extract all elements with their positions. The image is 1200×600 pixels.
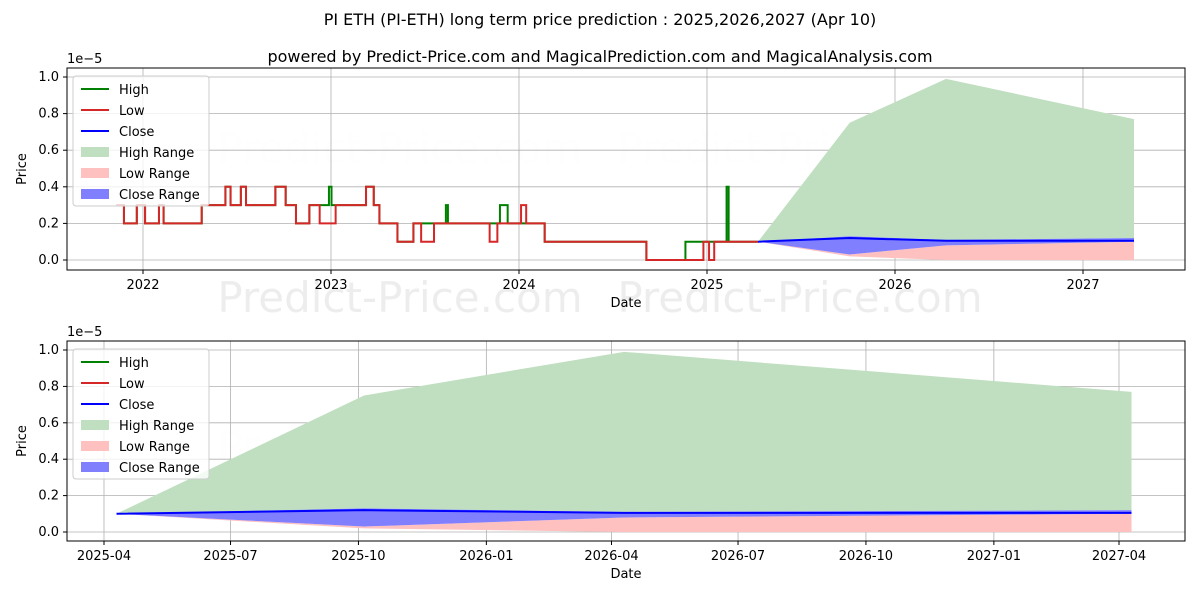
y-tick-label: 0.4 [38,452,59,467]
legend-swatch-close-range [81,462,109,472]
y-tick-label: 0.4 [38,180,59,195]
y-axis-label: Price [15,153,30,185]
x-tick-label: 2025-04 [77,549,131,564]
y-tick-label: 1.0 [38,343,59,358]
legend-swatch-high-range [81,420,109,430]
x-tick-label: 2026-07 [711,549,765,564]
y-tick-label: 0.6 [38,143,59,158]
legend: High Low Close High Range Low Range Close Ran… [72,348,210,480]
legend-label: High [119,356,149,371]
x-tick-label: 2026-04 [584,549,638,564]
y-scale-label: 1e−5 [67,52,102,67]
x-tick-label: 2027-04 [1092,549,1146,564]
y-tick-label: 0.0 [38,525,59,540]
y-tick-label: 1.0 [38,70,59,85]
chart-panel-2: 0.0 0.2 0.4 0.6 0.8 1.0 2025-04 2025-07 2025-10 2… [15,325,1186,582]
x-tick-label: 2024 [502,278,535,293]
y-axis-label: Price [15,425,30,457]
legend-label: Close [119,398,154,413]
legend-label: Low Range [119,440,190,455]
x-tick-label: 2025-07 [203,549,257,564]
legend-label: High [119,83,149,98]
high-range-area [757,78,1134,242]
close-line [116,509,1132,515]
x-tick-label: 2026-10 [839,549,893,564]
legend-label: Low Range [119,167,190,182]
x-tick-label: 2027 [1066,278,1099,293]
legend-label: Close Range [119,461,200,476]
legend-swatch-close-range [81,189,109,199]
x-tick-label: 2025 [690,278,723,293]
chart-panel-1: 0.0 0.2 0.4 0.6 0.8 1.0 2022 2023 2024 2025 2026 20… [15,52,1186,322]
legend-swatch-high-range [81,147,109,157]
high-range-area [116,351,1132,514]
y-tick-label: 0.8 [38,379,59,394]
low-range-area [116,513,1132,532]
legend-label: Low [119,377,145,392]
legend: High Low Close High Range Low Range Close Ran… [72,75,210,207]
watermark: Predict-Price.com [217,273,582,322]
x-tick-label: 2027-01 [967,549,1021,564]
legend-label: Close [119,125,154,140]
y-tick-label: 0.8 [38,107,59,122]
axes-frame [66,67,1186,271]
y-tick-label: 0.6 [38,416,59,431]
legend-label: High Range [119,146,194,161]
legend-swatch-low-range [81,168,109,178]
x-axis-label: Date [610,296,641,311]
x-tick-label: 2023 [314,278,347,293]
close-line [757,237,1134,243]
watermark: Predict-Price.com [617,273,982,322]
low-range-area [757,241,1134,260]
x-tick-label: 2022 [126,278,159,293]
x-axis-label: Date [610,567,641,582]
chart-title: PI ETH (PI-ETH) long term price predicti… [323,10,877,29]
x-tick-label: 2025-10 [331,549,385,564]
axes-frame [66,340,1186,542]
legend-label: High Range [119,419,194,434]
y-tick-label: 0.2 [38,489,59,504]
x-tick-label: 2026-01 [459,549,513,564]
legend-label: Close Range [119,188,200,203]
watermark: Predict-Price.com [217,124,582,173]
legend-swatch-low-range [81,441,109,451]
low-line [116,185,758,261]
y-tick-label: 0.2 [38,216,59,231]
y-tick-label: 0.0 [38,253,59,268]
y-scale-label: 1e−5 [67,325,102,340]
chart-subtitle: powered by Predict-Price.com and Magical… [267,47,933,66]
x-tick-label: 2026 [878,278,911,293]
legend-label: Low [119,104,145,119]
